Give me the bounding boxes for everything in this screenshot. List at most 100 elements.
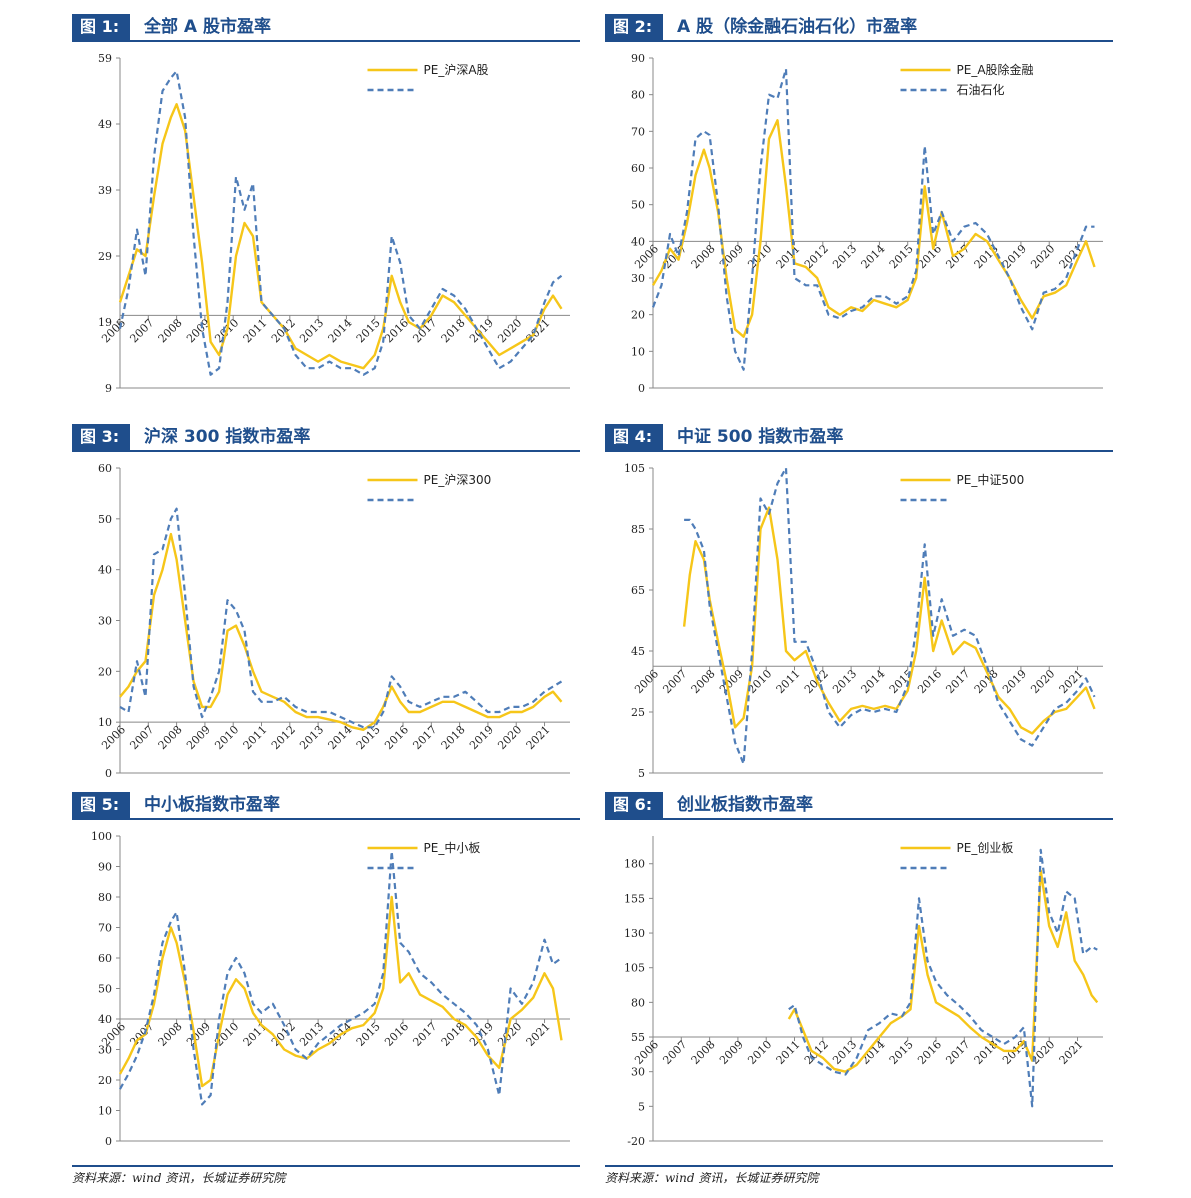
y-tick-label: 60 [631,162,645,175]
y-tick-label: 155 [624,892,645,905]
y-tick-label: 20 [98,665,112,678]
x-tick-label: 2013 [830,1038,859,1067]
x-tick-label: 2007 [127,316,156,345]
x-tick-label: 2017 [943,242,972,271]
figure-number: 图 5: [72,792,130,818]
x-tick-label: 2015 [354,1020,383,1049]
y-tick-label: 60 [98,462,112,475]
x-tick-label: 2007 [127,723,156,752]
y-tick-label: 50 [98,513,112,526]
y-tick-label: 0 [638,382,645,395]
x-tick-label: 2008 [689,667,718,696]
legend-label: PE_中小板 [424,840,481,855]
y-tick-label: 9 [105,382,112,395]
series-line-dashed [684,466,1096,765]
x-tick-label: 2010 [212,723,241,752]
y-tick-label: 49 [98,118,112,131]
x-tick-label: 2007 [660,667,689,696]
y-tick-label: 39 [98,184,112,197]
x-tick-label: 2008 [689,1038,718,1067]
x-tick-label: 2016 [382,316,411,345]
y-tick-label: 5 [638,767,645,780]
y-tick-label: 80 [631,996,645,1009]
chart-header: 图 1: 全部 A 股市盈率 [72,14,580,42]
x-tick-label: 2017 [943,1038,972,1067]
y-tick-label: 90 [98,861,112,874]
x-tick-label: 2011 [241,723,270,752]
x-tick-label: 2014 [859,1038,888,1067]
series-line-pe [787,869,1099,1073]
series-line-pe [118,103,563,370]
x-tick-label: 2011 [774,242,803,271]
x-tick-label: 2008 [156,316,185,345]
y-tick-label: 40 [98,1013,112,1026]
x-tick-label: 2020 [495,316,524,345]
chart-title: 中证 500 指数市盈率 [677,427,844,447]
x-tick-label: 2014 [859,242,888,271]
x-tick-label: 2020 [1028,242,1057,271]
figure-number: 图 2: [605,14,663,40]
x-tick-label: 2018 [439,723,468,752]
x-tick-label: 2017 [410,1020,439,1049]
x-tick-label: 2012 [269,723,298,752]
x-tick-label: 2019 [467,723,496,752]
y-tick-label: 30 [98,1044,112,1057]
x-tick-label: 2008 [689,242,718,271]
series-line-dashed [788,848,1098,1108]
x-tick-label: 2007 [660,1038,689,1067]
y-tick-label: 40 [98,564,112,577]
x-tick-label: 2009 [184,1020,213,1049]
y-tick-label: 10 [98,716,112,729]
y-tick-label: 19 [98,316,112,329]
x-tick-label: 2015 [887,242,916,271]
legend-label: PE_沪深A股 [424,63,489,77]
y-tick-label: 0 [105,1135,112,1148]
series-line-pe [651,119,1096,338]
legend-label: PE_沪深300 [424,473,492,487]
y-tick-label: 40 [631,235,645,248]
legend-label: PE_创业板 [957,841,1014,855]
chart-header: 图 5: 中小板指数市盈率 [72,792,580,820]
figure-number: 图 6: [605,792,663,818]
chart-title: A 股（除金融石油石化）市盈率 [677,17,918,37]
series-line-pe [119,532,563,731]
figure-number: 图 1: [72,14,130,40]
y-tick-label: 105 [624,462,645,475]
y-tick-label: 80 [98,891,112,904]
x-tick-label: 2016 [915,667,944,696]
y-tick-label: 60 [98,952,112,965]
x-tick-label: 2011 [241,1020,270,1049]
y-tick-label: 29 [98,250,112,263]
y-tick-label: 20 [631,309,645,322]
y-tick-label: 59 [98,52,112,65]
x-tick-label: 2013 [297,723,326,752]
x-tick-label: 2021 [524,723,553,752]
y-tick-label: 10 [98,1105,112,1118]
chart-header: 图 4: 中证 500 指数市盈率 [605,424,1113,452]
chart-header: 图 3: 沪深 300 指数市盈率 [72,424,580,452]
x-tick-label: 2009 [184,723,213,752]
series-line-dashed [119,850,563,1106]
x-tick-label: 2013 [297,316,326,345]
y-tick-label: 25 [631,706,645,719]
legend-label: 石油石化 [957,83,1005,97]
y-tick-label: 90 [631,52,645,65]
x-tick-label: 2012 [269,316,298,345]
y-tick-label: 30 [631,1066,645,1079]
figure-number: 图 3: [72,424,130,450]
x-tick-label: 2018 [972,1038,1001,1067]
y-tick-label: 0 [105,767,112,780]
x-tick-label: 2015 [887,1038,916,1067]
y-tick-label: 85 [631,523,645,536]
x-tick-label: 2020 [1028,667,1057,696]
chart-title: 沪深 300 指数市盈率 [144,427,311,447]
y-tick-label: 30 [631,272,645,285]
y-tick-label: 5 [638,1100,645,1113]
y-tick-label: 80 [631,89,645,102]
series-line-pe [682,506,1096,735]
series-line-dashed [118,70,563,376]
source-note: 资料来源：wind 资讯，长城证券研究院 [72,1165,580,1186]
